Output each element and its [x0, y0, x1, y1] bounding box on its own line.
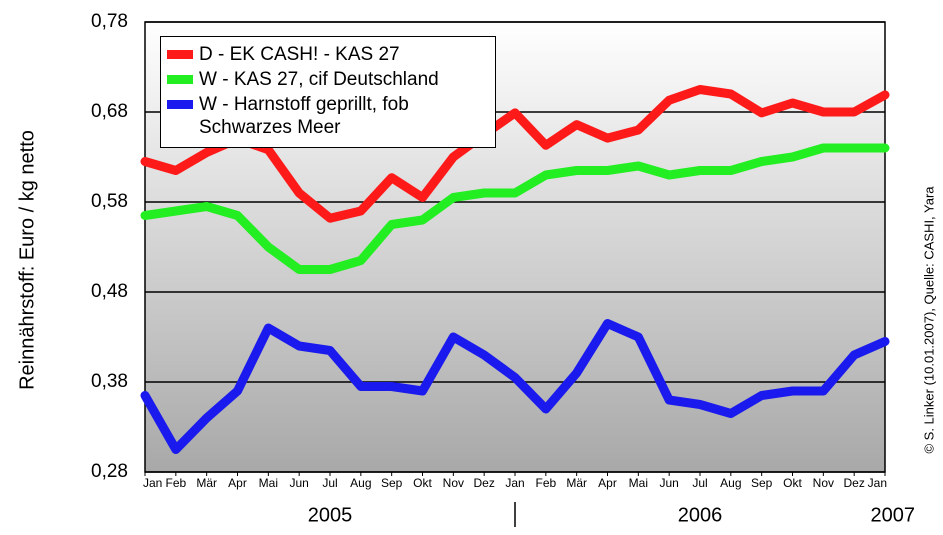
x-tick-label: Nov: [813, 476, 834, 490]
x-tick-label: Jan: [505, 476, 524, 490]
y-tick-label: 0,58: [91, 191, 128, 212]
x-tick-label: Jan: [143, 476, 162, 490]
x-tick-label: Jul: [692, 476, 707, 490]
x-tick-label: Jun: [289, 476, 308, 490]
x-tick-label: Okt: [783, 476, 802, 490]
year-label: 2005: [308, 504, 353, 526]
x-tick-label: Feb: [165, 476, 186, 490]
legend-item: D - EK CASH! - KAS 27: [167, 43, 489, 66]
legend-label: W - KAS 27, cif Deutschland: [199, 69, 439, 90]
x-tick-label: Sep: [381, 476, 403, 490]
y-tick-label: 0,48: [91, 281, 128, 302]
year-label: 2006: [678, 504, 723, 526]
legend-label: D - EK CASH! - KAS 27: [199, 44, 400, 65]
x-tick-label: Mai: [629, 476, 648, 490]
x-tick-label: Jun: [659, 476, 678, 490]
x-tick-label: Feb: [535, 476, 556, 490]
legend-item: W - KAS 27, cif Deutschland: [167, 68, 489, 91]
x-tick-label: Mai: [259, 476, 278, 490]
x-tick-label: Mär: [196, 476, 217, 490]
legend-swatch: [167, 50, 193, 59]
x-tick-label: Aug: [350, 476, 371, 490]
x-tick-label: Jan: [868, 476, 887, 490]
legend-label: W - Harnstoff geprillt, fob Schwarzes Me…: [199, 94, 409, 138]
series-line: [140, 143, 890, 274]
series-line: [140, 319, 890, 454]
legend: D - EK CASH! - KAS 27 W - KAS 27, cif Deu…: [160, 36, 496, 148]
year-label: 2007: [871, 504, 916, 526]
legend-swatch: [167, 75, 193, 84]
x-tick-label: Apr: [228, 476, 247, 490]
legend-item: W - Harnstoff geprillt, fob Schwarzes Me…: [167, 93, 489, 139]
x-tick-label: Sep: [751, 476, 773, 490]
x-tick-label: Aug: [720, 476, 741, 490]
x-tick-label: Jul: [322, 476, 337, 490]
series-line: [140, 85, 890, 223]
x-tick-label: Okt: [413, 476, 432, 490]
x-tick-label: Dez: [473, 476, 494, 490]
x-tick-label: Nov: [443, 476, 464, 490]
y-tick-label: 0,28: [91, 461, 128, 482]
legend-swatch: [167, 100, 193, 109]
source-note: © S. Linker (10.01.2007), Quelle: CASHI,…: [921, 186, 936, 454]
x-tick-label: Mär: [566, 476, 587, 490]
y-axis-label: Reinnährstoff: Euro / kg netto: [16, 130, 38, 390]
y-tick-label: 0,38: [91, 371, 128, 392]
y-tick-label: 0,68: [91, 101, 128, 122]
x-tick-label: Dez: [843, 476, 864, 490]
x-tick-label: Apr: [598, 476, 617, 490]
y-tick-label: 0,78: [91, 11, 128, 32]
